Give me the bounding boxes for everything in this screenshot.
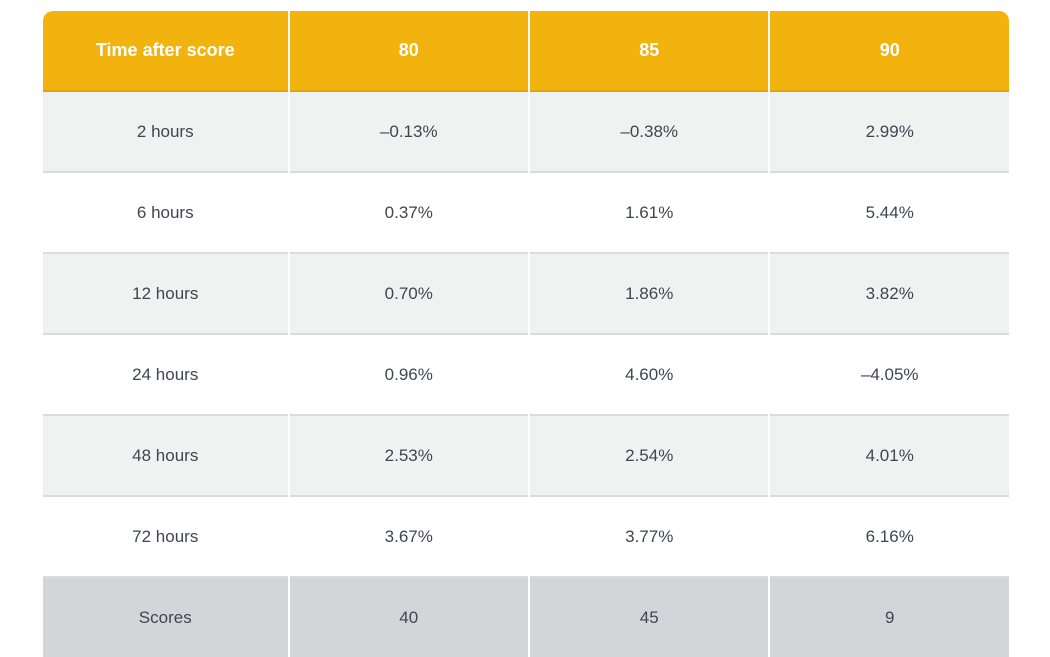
table-cell: 2.54% bbox=[529, 416, 769, 497]
table-row: 24 hours 0.96% 4.60% –4.05% bbox=[43, 335, 1009, 416]
header-row: Time after score 80 85 90 bbox=[43, 11, 1009, 92]
table-footer: Scores 40 45 9 bbox=[43, 578, 1009, 657]
table-cell: 6.16% bbox=[770, 497, 1009, 578]
table-cell: 4.60% bbox=[529, 335, 769, 416]
table-cell: –0.38% bbox=[529, 92, 769, 173]
footer-label: Scores bbox=[43, 578, 288, 657]
row-label: 2 hours bbox=[43, 92, 288, 173]
column-header-time-after-score: Time after score bbox=[43, 11, 288, 92]
table-cell: 3.82% bbox=[770, 254, 1009, 335]
table-cell: –4.05% bbox=[770, 335, 1009, 416]
row-label: 6 hours bbox=[43, 173, 288, 254]
row-label: 72 hours bbox=[43, 497, 288, 578]
table-cell: –0.13% bbox=[289, 92, 528, 173]
table-cell: 2.53% bbox=[289, 416, 528, 497]
footer-cell: 45 bbox=[529, 578, 769, 657]
table-cell: 1.86% bbox=[529, 254, 769, 335]
table-cell: 0.70% bbox=[289, 254, 528, 335]
table-cell: 3.77% bbox=[529, 497, 769, 578]
table-cell: 0.96% bbox=[289, 335, 528, 416]
column-header-85: 85 bbox=[529, 11, 769, 92]
table-row: 6 hours 0.37% 1.61% 5.44% bbox=[43, 173, 1009, 254]
column-header-80: 80 bbox=[289, 11, 528, 92]
table-cell: 1.61% bbox=[529, 173, 769, 254]
row-label: 12 hours bbox=[43, 254, 288, 335]
table-row: 48 hours 2.53% 2.54% 4.01% bbox=[43, 416, 1009, 497]
returns-table-container: Time after score 80 85 90 2 hours –0.13%… bbox=[41, 11, 1011, 657]
table-cell: 2.99% bbox=[770, 92, 1009, 173]
footer-cell: 40 bbox=[289, 578, 528, 657]
table-row: 72 hours 3.67% 3.77% 6.16% bbox=[43, 497, 1009, 578]
table-cell: 0.37% bbox=[289, 173, 528, 254]
table-row: 2 hours –0.13% –0.38% 2.99% bbox=[43, 92, 1009, 173]
row-label: 48 hours bbox=[43, 416, 288, 497]
returns-table: Time after score 80 85 90 2 hours –0.13%… bbox=[41, 11, 1011, 657]
table-cell: 3.67% bbox=[289, 497, 528, 578]
table-row: 12 hours 0.70% 1.86% 3.82% bbox=[43, 254, 1009, 335]
table-header: Time after score 80 85 90 bbox=[43, 11, 1009, 92]
row-label: 24 hours bbox=[43, 335, 288, 416]
table-cell: 5.44% bbox=[770, 173, 1009, 254]
table-body: 2 hours –0.13% –0.38% 2.99% 6 hours 0.37… bbox=[43, 92, 1009, 578]
table-cell: 4.01% bbox=[770, 416, 1009, 497]
footer-cell: 9 bbox=[770, 578, 1009, 657]
column-header-90: 90 bbox=[770, 11, 1009, 92]
footer-row: Scores 40 45 9 bbox=[43, 578, 1009, 657]
